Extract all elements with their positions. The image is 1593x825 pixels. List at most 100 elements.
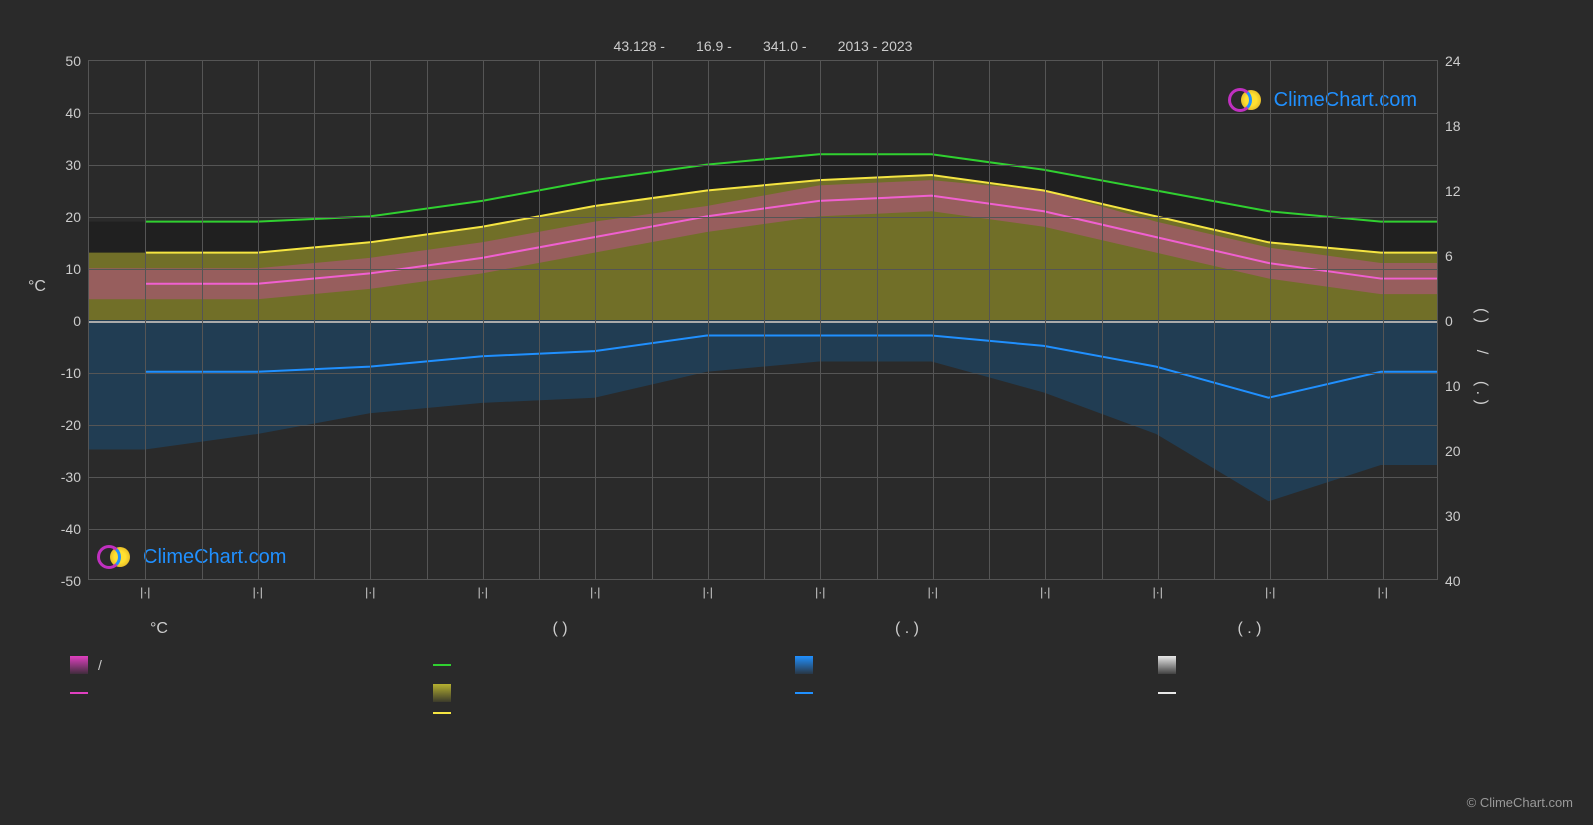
y-axis-right-label: ( ) / ( . ) xyxy=(1472,216,1490,496)
grid-line-v xyxy=(820,61,821,579)
legend-item xyxy=(433,712,796,714)
grid-line-v xyxy=(314,61,315,579)
legend-col-header: ( . ) xyxy=(1178,620,1521,638)
grid-line-h xyxy=(89,217,1437,218)
logo-text: ClimeChart.com xyxy=(143,546,286,569)
y-tick-left: 30 xyxy=(65,157,81,173)
x-tick: |·| xyxy=(815,585,825,599)
temp-dark-band xyxy=(89,154,1437,320)
legend-row xyxy=(70,684,1520,702)
legend-swatch xyxy=(795,656,813,674)
grid-line-v xyxy=(539,61,540,579)
y-tick-left: 40 xyxy=(65,105,81,121)
legend-row xyxy=(70,712,1520,714)
legend-item xyxy=(1158,656,1521,674)
grid-line-v xyxy=(989,61,990,579)
y-tick-left: -50 xyxy=(61,573,81,589)
legend-item xyxy=(795,712,1158,714)
y-tick-left: -30 xyxy=(61,469,81,485)
grid-line-h xyxy=(89,373,1437,374)
y-tick-left: -10 xyxy=(61,365,81,381)
line-overlay xyxy=(89,61,1437,579)
precip-band xyxy=(89,320,1437,501)
grid-line-v xyxy=(483,61,484,579)
legend-item xyxy=(795,656,1158,674)
legend-col-header: ( . ) xyxy=(835,620,1178,638)
legend-swatch xyxy=(433,712,451,714)
grid-line-v xyxy=(1270,61,1271,579)
y-axis-left-label: °C xyxy=(28,278,46,296)
sun-band xyxy=(89,175,1437,320)
legend-swatch xyxy=(795,692,813,694)
pink-haze-band xyxy=(89,180,1437,299)
y-tick-right: 24 xyxy=(1445,53,1461,69)
y-tick-right: 10 xyxy=(1445,378,1461,394)
x-tick: |·| xyxy=(253,585,263,599)
x-tick: |·| xyxy=(703,585,713,599)
x-tick: |·| xyxy=(140,585,150,599)
legend-swatch xyxy=(1158,692,1176,694)
y-tick-left: 10 xyxy=(65,261,81,277)
legend-col-header: ( ) xyxy=(433,620,836,638)
grid-line-h xyxy=(89,477,1437,478)
legend-item: / xyxy=(70,656,433,674)
grid-line-v xyxy=(708,61,709,579)
grid-line-h xyxy=(89,425,1437,426)
x-tick: |·| xyxy=(590,585,600,599)
temp-mean-line xyxy=(145,175,1437,253)
grid-line-h xyxy=(89,165,1437,166)
y-tick-left: -20 xyxy=(61,417,81,433)
elev: 341.0 - xyxy=(763,38,807,54)
grid-line-v xyxy=(764,61,765,579)
x-tick: |·| xyxy=(1040,585,1050,599)
grid-line-v xyxy=(595,61,596,579)
copyright: © ClimeChart.com xyxy=(1467,795,1573,810)
legend-swatch xyxy=(70,656,88,674)
logo-icon xyxy=(97,543,135,571)
grid-line-v xyxy=(145,61,146,579)
legend: °C ( ) ( . ) ( . ) / xyxy=(70,620,1520,724)
brand-logo-top: ClimeChart.com xyxy=(1228,86,1417,114)
lon: 16.9 - xyxy=(696,38,732,54)
x-tick: |·| xyxy=(365,585,375,599)
lat: 43.128 - xyxy=(614,38,665,54)
grid-line-v xyxy=(427,61,428,579)
legend-row: / xyxy=(70,656,1520,674)
legend-item xyxy=(70,712,433,714)
legend-headers: °C ( ) ( . ) ( . ) xyxy=(70,620,1520,638)
y-tick-right: 0 xyxy=(1445,313,1453,329)
y-tick-right: 6 xyxy=(1445,248,1453,264)
legend-item xyxy=(433,656,796,674)
y-tick-left: 50 xyxy=(65,53,81,69)
grid-line-h xyxy=(89,529,1437,530)
y-tick-left: 20 xyxy=(65,209,81,225)
grid-line-v xyxy=(933,61,934,579)
y-tick-left: -40 xyxy=(61,521,81,537)
grid-line-v xyxy=(1383,61,1384,579)
y-tick-right: 18 xyxy=(1445,118,1461,134)
logo-icon xyxy=(1228,86,1266,114)
legend-item xyxy=(1158,684,1521,702)
legend-col-header: °C xyxy=(70,620,433,638)
grid-line-v xyxy=(1045,61,1046,579)
grid-line-v xyxy=(1158,61,1159,579)
grid-line-h xyxy=(89,269,1437,270)
precip-line xyxy=(145,336,1437,398)
chart: ClimeChart.com ClimeChart.com 5040302010… xyxy=(88,60,1438,580)
legend-item xyxy=(70,684,433,702)
legend-swatch xyxy=(1158,656,1176,674)
x-tick: |·| xyxy=(1265,585,1275,599)
grid-line-v xyxy=(877,61,878,579)
grid-line-v xyxy=(370,61,371,579)
chart-header: 43.128 - 16.9 - 341.0 - 2013 - 2023 xyxy=(88,38,1438,54)
grid-line-v xyxy=(1102,61,1103,579)
y-tick-right: 12 xyxy=(1445,183,1461,199)
grid-line-v xyxy=(652,61,653,579)
years: 2013 - 2023 xyxy=(838,38,913,54)
plot-area: ClimeChart.com ClimeChart.com 5040302010… xyxy=(88,60,1438,580)
legend-item xyxy=(1158,712,1521,714)
x-tick: |·| xyxy=(478,585,488,599)
legend-swatch xyxy=(70,692,88,694)
logo-text: ClimeChart.com xyxy=(1274,89,1417,112)
temp-min-line xyxy=(145,196,1437,284)
